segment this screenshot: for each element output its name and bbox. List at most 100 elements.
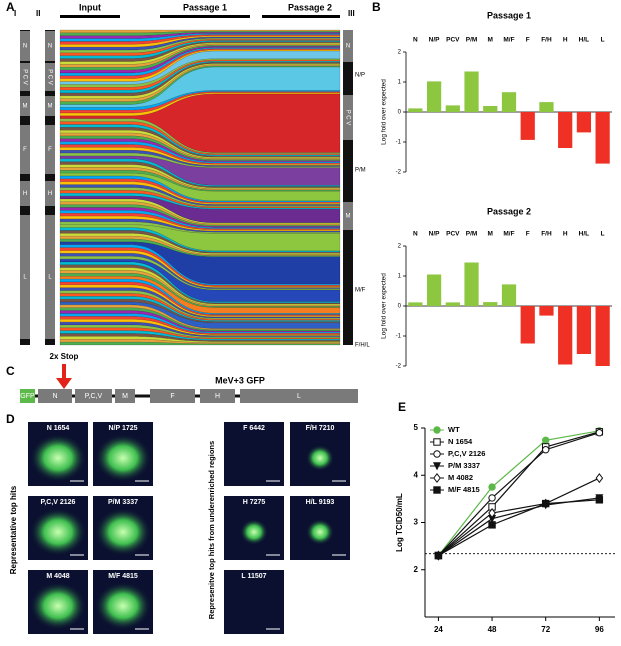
segment xyxy=(45,181,55,206)
segment xyxy=(20,181,30,206)
category-label: N xyxy=(413,231,418,238)
bar xyxy=(445,105,460,112)
marker xyxy=(432,462,442,471)
segment-label: N xyxy=(48,44,52,50)
gene xyxy=(150,389,195,403)
segment-label: M xyxy=(48,104,53,110)
category-label: H/L xyxy=(579,37,590,44)
segment-label: P/M xyxy=(355,168,366,174)
micrograph-label: H/L 9193 xyxy=(306,499,335,506)
series-line xyxy=(438,431,600,557)
segment-label: F xyxy=(48,147,52,153)
fluorescence xyxy=(30,434,86,482)
marker xyxy=(433,472,441,484)
column-bar xyxy=(343,30,353,345)
bar xyxy=(520,112,535,140)
legend-label: M/F 4815 xyxy=(448,485,480,494)
x-tick-label: 96 xyxy=(595,625,604,634)
segment xyxy=(343,95,353,140)
bar xyxy=(501,92,517,112)
segment-label: P C V xyxy=(21,69,27,85)
bar xyxy=(558,112,573,148)
y-axis-label: Log TCID50/mL xyxy=(395,493,404,552)
gene xyxy=(20,389,35,403)
segment xyxy=(20,63,30,91)
micrograph-label: F 6442 xyxy=(243,425,265,432)
bar xyxy=(464,262,479,306)
category-label: H xyxy=(563,37,568,44)
segment-label: H xyxy=(23,191,27,197)
marker xyxy=(488,521,496,529)
series-line xyxy=(437,432,600,556)
fluorescence xyxy=(95,582,151,630)
segment xyxy=(343,30,353,62)
segment-label: L xyxy=(48,275,52,281)
segment-label: M xyxy=(346,214,351,220)
stream-strand xyxy=(59,67,341,108)
panel-letter: D xyxy=(6,412,15,426)
stop-arrow xyxy=(56,364,72,389)
gene-label: L xyxy=(297,393,301,400)
fluorescence xyxy=(306,519,334,545)
category-label: F/H xyxy=(541,231,552,238)
stop-label: 2x Stop xyxy=(50,352,79,361)
fluorescence xyxy=(306,445,334,471)
marker xyxy=(595,473,604,484)
bar xyxy=(483,302,498,306)
micrograph-label: P/M 3337 xyxy=(108,499,138,506)
gene-label: N xyxy=(52,393,57,400)
fluorescence xyxy=(30,508,86,556)
y-tick-label: -2 xyxy=(396,170,402,176)
segment-label: N/P xyxy=(355,73,365,79)
marker xyxy=(434,551,443,560)
y-tick-label: 2 xyxy=(398,244,402,250)
segment xyxy=(20,215,30,339)
axis-label: III xyxy=(348,9,355,18)
x-tick-label: 48 xyxy=(488,625,497,634)
segment xyxy=(343,202,353,230)
axis-label: II xyxy=(36,9,40,18)
category-label: F xyxy=(526,37,530,44)
micrograph xyxy=(224,570,284,634)
bar xyxy=(464,71,479,112)
header-bar xyxy=(262,15,340,18)
series-line xyxy=(438,497,600,557)
micrograph-label: F/H 7210 xyxy=(306,425,335,432)
marker xyxy=(433,438,441,446)
category-label: N xyxy=(413,37,418,44)
fluorescence xyxy=(95,508,151,556)
marker xyxy=(488,494,496,502)
y-tick-label: 2 xyxy=(398,50,402,56)
category-label: M/F xyxy=(503,37,514,44)
segment-label: H xyxy=(48,191,52,197)
legend-label: WT xyxy=(448,425,460,434)
segment xyxy=(45,63,55,91)
fluorescence xyxy=(30,582,86,630)
marker xyxy=(595,496,604,504)
bar xyxy=(426,81,442,112)
chart-title: Passage 2 xyxy=(487,206,531,216)
bar xyxy=(558,306,573,365)
segment-label: N xyxy=(23,44,27,50)
gene xyxy=(115,389,135,403)
x-tick-label: 72 xyxy=(541,625,550,634)
series-line xyxy=(437,430,600,556)
side-label: Representative top hits xyxy=(9,485,18,574)
category-label: L xyxy=(601,37,605,44)
y-tick-label: -2 xyxy=(396,364,402,370)
segment xyxy=(20,31,30,61)
segment xyxy=(20,125,30,174)
micrograph-label: P,C,V 2126 xyxy=(41,499,76,506)
bar xyxy=(539,306,554,316)
bar xyxy=(483,106,498,112)
gene-label: F xyxy=(170,393,174,400)
marker xyxy=(433,486,441,494)
panel-letter: E xyxy=(398,400,406,414)
bar xyxy=(426,274,442,306)
category-label: H xyxy=(563,231,568,238)
gene xyxy=(240,389,358,403)
panel-letter: C xyxy=(6,364,15,378)
bar xyxy=(520,306,535,344)
bar xyxy=(408,108,423,112)
